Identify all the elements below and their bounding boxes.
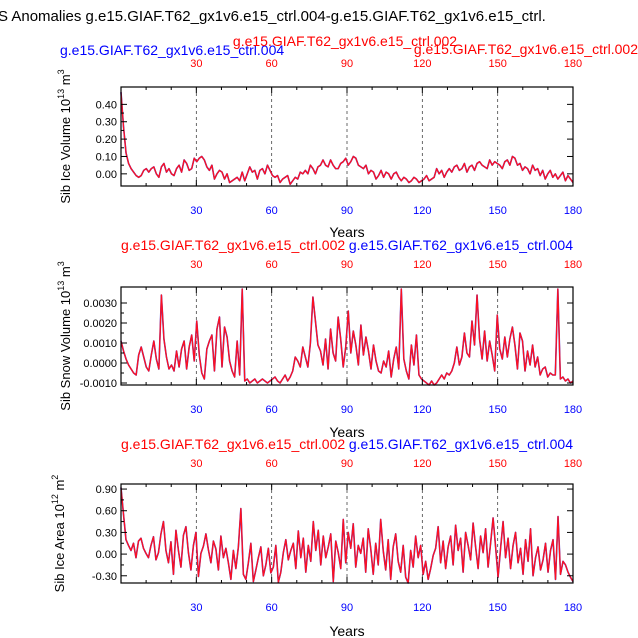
x-tick-label-bottom: 60 <box>266 602 278 614</box>
y-axis-label: Sib Ice Area 1012 m2 <box>50 475 67 593</box>
x-tick-label-top: 30 <box>190 259 202 271</box>
y-tick-label: 0.20 <box>96 134 117 146</box>
x-tick-label-bottom: 120 <box>413 404 431 416</box>
x-tick-label-top: 120 <box>413 458 431 470</box>
x-tick-label-top: 180 <box>564 458 582 470</box>
x-tick-label-top: 180 <box>564 259 582 271</box>
x-tick-label-top: 120 <box>413 259 431 271</box>
y-tick-label: -0.30 <box>92 571 117 583</box>
x-axis-label: Years <box>329 424 364 440</box>
y-tick-label: 0.30 <box>96 117 117 129</box>
panel-snow-volume: -0.0010 0.0000 0.0010 0.0020 0.0030 30 30 60 60 9… <box>56 237 582 440</box>
x-tick-label-top: 30 <box>190 58 202 70</box>
x-tick-label-bottom: 90 <box>341 205 353 217</box>
x-axis-label: Years <box>329 224 364 240</box>
y-tick-label: 0.0020 <box>83 318 117 330</box>
x-tick-label-top: 150 <box>488 259 506 271</box>
legend-overlap: g.e15.GIAF.T62_gx1v6.e15_ctrl.002 <box>233 33 457 49</box>
legend-right: g.e15.GIAF.T62_gx1v6.e15_ctrl.004 <box>349 237 573 253</box>
x-tick-label-bottom: 90 <box>341 404 353 416</box>
y-tick-label: 0.30 <box>96 527 117 539</box>
y-axis-label: Sib Ice Volume 1013 m3 <box>56 69 73 203</box>
panel-ice-area: -0.30 0.00 0.30 0.60 0.90 30 30 60 60 90 90 120 120 1… <box>50 436 582 638</box>
series-line-ctrl.002 <box>120 288 574 386</box>
panel-ice-volume: 0.00 0.10 0.20 0.30 0.40 30 30 60 60 90 90 120 120 15… <box>56 33 638 240</box>
y-tick-label: 0.0030 <box>83 298 117 310</box>
y-tick-label: 0.0000 <box>83 358 117 370</box>
x-tick-label-bottom: 180 <box>564 404 582 416</box>
x-tick-label-top: 60 <box>266 458 278 470</box>
x-tick-label-bottom: 180 <box>564 205 582 217</box>
y-tick-label: 0.0010 <box>83 338 117 350</box>
x-tick-label-top: 30 <box>190 458 202 470</box>
y-tick-label: 0.40 <box>96 99 117 111</box>
x-tick-label-bottom: 60 <box>266 404 278 416</box>
x-tick-label-top: 90 <box>341 58 353 70</box>
legend-left: g.e15.GIAF.T62_gx1v6.e15_ctrl.004 <box>60 42 284 58</box>
y-tick-label: 0.90 <box>96 484 117 496</box>
x-tick-label-top: 150 <box>488 458 506 470</box>
series-line-ctrl.002 <box>120 487 574 584</box>
x-tick-label-bottom: 30 <box>190 602 202 614</box>
x-tick-label-top: 90 <box>341 458 353 470</box>
y-tick-label: 0.00 <box>96 169 117 181</box>
x-tick-label-top: 90 <box>341 259 353 271</box>
y-tick-label: 0.60 <box>96 506 117 518</box>
x-tick-label-top: 60 <box>266 259 278 271</box>
y-tick-label: 0.00 <box>96 549 117 561</box>
y-tick-label: -0.0010 <box>80 378 117 390</box>
x-tick-label-bottom: 30 <box>190 404 202 416</box>
figure-title: S Anomalies g.e15.GIAF.T62_gx1v6.e15_ctr… <box>0 8 546 25</box>
x-tick-label-top: 120 <box>413 58 431 70</box>
legend-right: g.e15.GIAF.T62_gx1v6.e15_ctrl.002 <box>414 41 638 57</box>
x-tick-label-bottom: 30 <box>190 205 202 217</box>
y-axis-label: Sib Snow Volume 1013 m3 <box>56 261 73 410</box>
x-tick-label-bottom: 150 <box>488 404 506 416</box>
x-tick-label-bottom: 120 <box>413 602 431 614</box>
series-line-ctrl.002 <box>120 92 574 185</box>
legend-left: g.e15.GIAF.T62_gx1v6.e15_ctrl.002 <box>121 237 345 253</box>
x-tick-label-bottom: 180 <box>564 602 582 614</box>
x-tick-label-top: 150 <box>488 58 506 70</box>
x-tick-label-bottom: 150 <box>488 205 506 217</box>
x-axis-label: Years <box>329 623 364 638</box>
x-tick-label-bottom: 90 <box>341 602 353 614</box>
legend-right: g.e15.GIAF.T62_gx1v6.e15_ctrl.004 <box>349 436 573 452</box>
x-tick-label-bottom: 120 <box>413 205 431 217</box>
x-tick-label-top: 60 <box>266 58 278 70</box>
x-tick-label-bottom: 150 <box>488 602 506 614</box>
x-tick-label-bottom: 60 <box>266 205 278 217</box>
y-tick-label: 0.10 <box>96 151 117 163</box>
legend-left: g.e15.GIAF.T62_gx1v6.e15_ctrl.002 <box>121 436 345 452</box>
x-tick-label-top: 180 <box>564 58 582 70</box>
